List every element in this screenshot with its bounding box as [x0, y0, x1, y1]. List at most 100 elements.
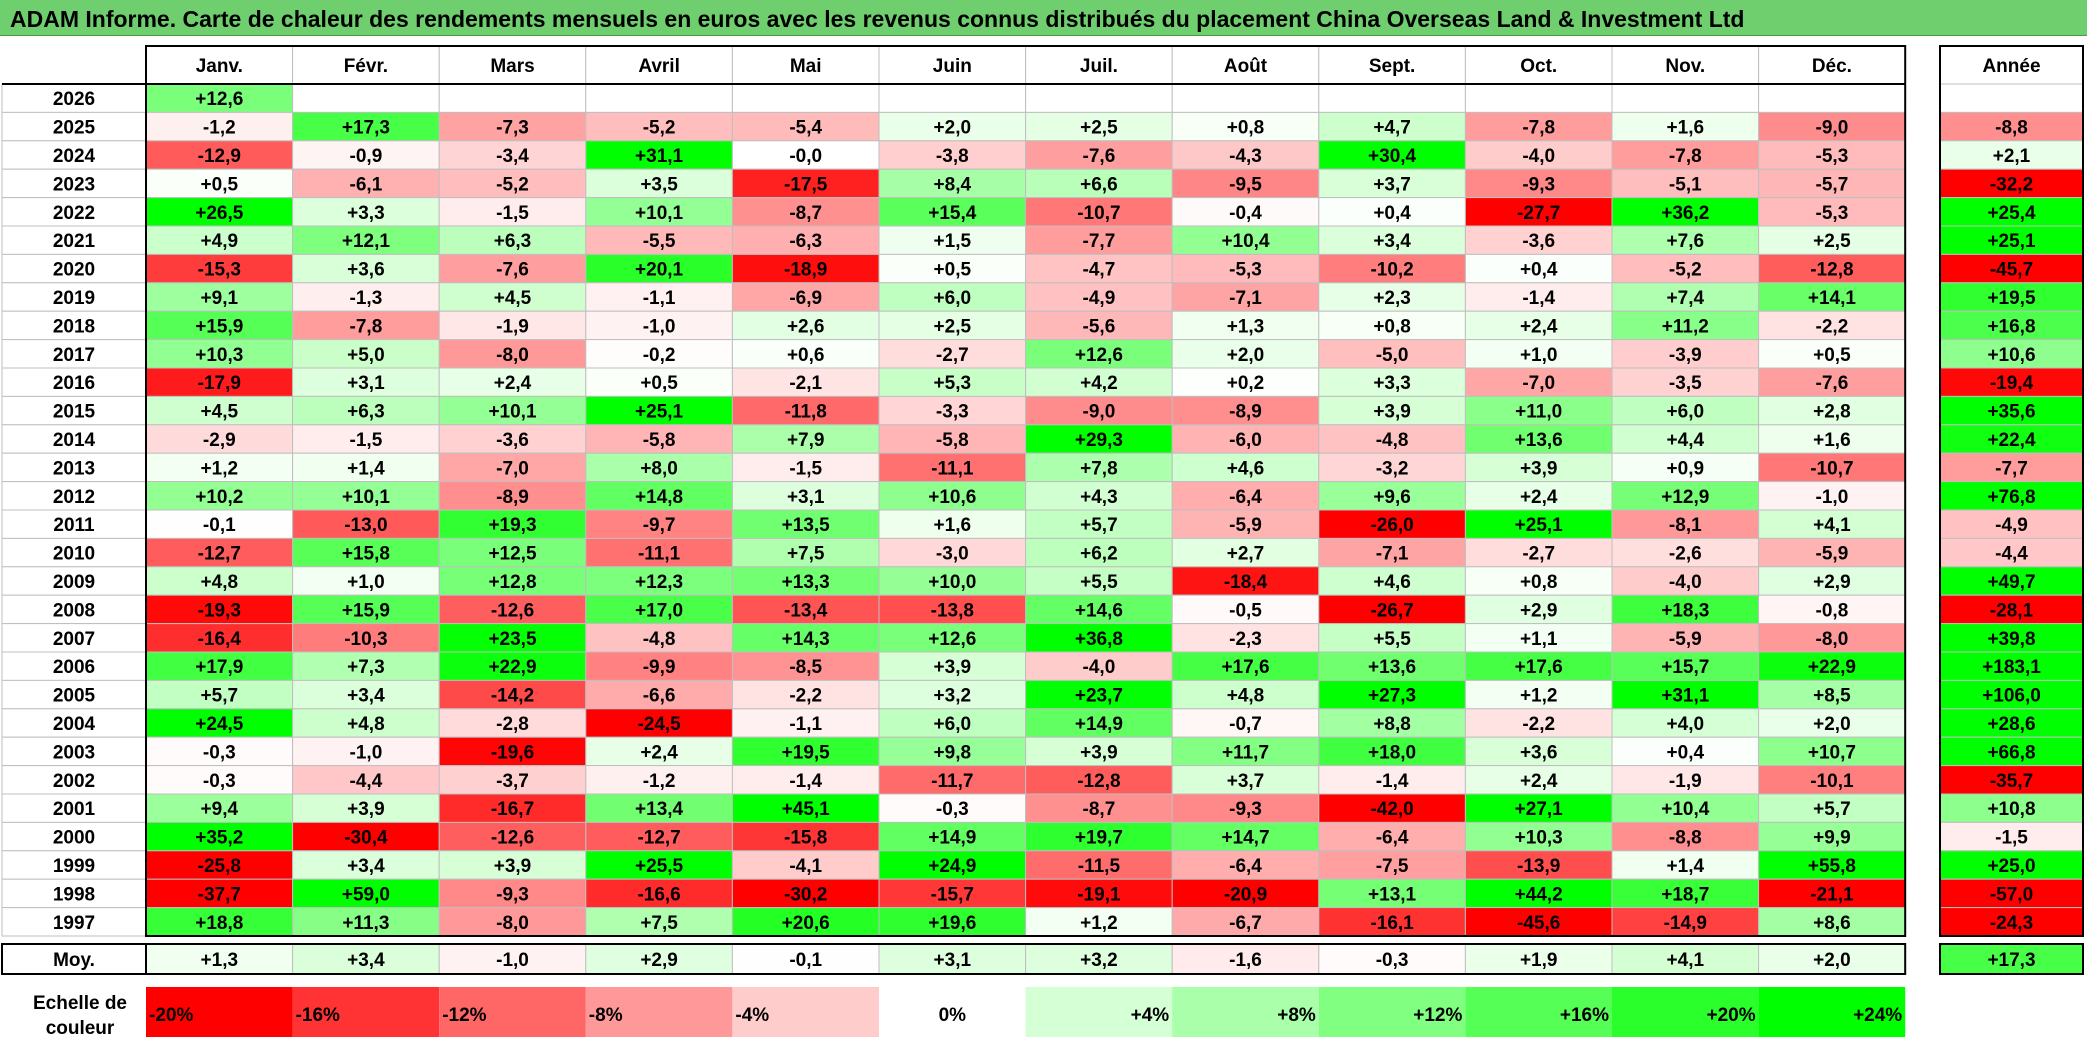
monthly-return-label: +1,2 — [201, 458, 239, 479]
monthly-return-cell — [1318, 168, 1466, 199]
color-scale-stop-label: -16% — [296, 1005, 340, 1026]
monthly-return-label: +3,6 — [347, 260, 385, 281]
monthly-return-cell — [1611, 566, 1760, 596]
monthly-return-cell — [878, 225, 1027, 255]
monthly-return-label: -19,3 — [198, 600, 241, 621]
monthly-return-cell — [878, 594, 1027, 625]
year-label: 2008 — [53, 600, 95, 621]
monthly-return-label: -5,8 — [936, 430, 969, 451]
monthly-return-label: +18,7 — [1661, 884, 1709, 905]
monthly-return-label: -5,1 — [1669, 174, 1702, 195]
monthly-return-label: +14,1 — [1808, 288, 1857, 309]
monthly-return-cell — [1758, 566, 1906, 596]
monthly-return-label: -13,9 — [1517, 856, 1560, 877]
monthly-return-label: +4,9 — [201, 231, 239, 252]
annual-return-label: +183,1 — [1982, 657, 2041, 678]
monthly-return-label: -2,8 — [496, 714, 529, 735]
monthly-return-label: -9,3 — [1229, 799, 1262, 820]
monthly-return-cell — [1318, 197, 1466, 227]
monthly-return-label: -1,5 — [789, 458, 822, 479]
monthly-return-cell — [145, 140, 294, 170]
monthly-return-cell — [438, 651, 587, 681]
monthly-return-label: +27,3 — [1368, 686, 1416, 707]
monthly-return-label: +6,0 — [1667, 402, 1705, 423]
annual-return-cell — [1939, 282, 2084, 312]
monthly-return-label: -12,6 — [491, 600, 534, 621]
color-scale-swatch — [1025, 987, 1173, 1037]
annual-return-cell — [1939, 367, 2084, 397]
monthly-return-label: -15,3 — [198, 260, 241, 281]
annual-return-cell — [1939, 907, 2084, 937]
monthly-return-label: +1,0 — [347, 572, 385, 593]
monthly-return-label: +12,6 — [1075, 345, 1123, 366]
monthly-return-label: -13,8 — [931, 600, 974, 621]
monthly-return-label: +5,0 — [347, 345, 385, 366]
monthly-return-cell — [1025, 225, 1173, 255]
month-header-label: Févr. — [344, 56, 388, 77]
monthly-return-label: +0,4 — [1520, 260, 1558, 281]
monthly-return-cell — [878, 679, 1027, 710]
monthly-return-label: -1,4 — [1522, 288, 1555, 309]
monthly-return-cell — [1464, 339, 1613, 369]
monthly-return-cell — [1611, 253, 1760, 284]
monthly-return-cell — [1318, 651, 1466, 681]
annual-return-label: +22,4 — [1987, 430, 2036, 451]
monthly-return-cell — [1464, 83, 1613, 113]
year-label: 2011 — [53, 515, 95, 536]
average-return-label: +2,9 — [640, 950, 678, 971]
monthly-return-label: -8,0 — [496, 913, 529, 934]
monthly-return-label: -5,3 — [1816, 146, 1849, 167]
monthly-return-cell — [1464, 225, 1613, 255]
monthly-return-cell — [585, 736, 733, 767]
monthly-return-label: +0,5 — [201, 174, 239, 195]
monthly-return-label: -4,9 — [1083, 288, 1116, 309]
monthly-return-label: -37,7 — [198, 884, 241, 905]
year-label: 2017 — [53, 345, 95, 366]
monthly-return-cell — [1611, 197, 1760, 227]
monthly-return-label: -5,2 — [643, 118, 676, 139]
monthly-return-label: -7,0 — [1522, 373, 1555, 394]
monthly-return-label: +4,4 — [1667, 430, 1705, 451]
monthly-return-label: +9,1 — [201, 288, 239, 309]
monthly-return-cell — [1758, 736, 1906, 767]
average-return-label: -1,0 — [496, 950, 529, 971]
monthly-return-label: -1,9 — [496, 316, 529, 337]
monthly-return-label: +8,4 — [934, 174, 972, 195]
monthly-return-label: +17,3 — [342, 118, 390, 139]
monthly-return-label: +25,1 — [635, 402, 684, 423]
monthly-return-label: +3,4 — [347, 686, 385, 707]
monthly-return-cell — [438, 83, 587, 113]
monthly-return-label: -26,0 — [1370, 515, 1413, 536]
monthly-return-label: -12,7 — [637, 828, 680, 849]
color-scale-stop-label: -8% — [589, 1005, 623, 1026]
monthly-return-label: -1,5 — [496, 203, 529, 224]
monthly-return-label: -7,7 — [1083, 231, 1116, 252]
monthly-return-label: +12,8 — [488, 572, 536, 593]
monthly-return-label: +14,6 — [1075, 600, 1123, 621]
color-scale-label-line2: couleur — [46, 1018, 115, 1037]
monthly-return-cell — [878, 878, 1027, 909]
monthly-return-cell — [1025, 907, 1173, 937]
monthly-return-cell — [292, 651, 440, 681]
monthly-return-cell — [1025, 509, 1173, 539]
monthly-return-cell — [1171, 708, 1320, 738]
monthly-return-label: -30,4 — [344, 828, 388, 849]
monthly-return-cell — [1464, 708, 1613, 738]
monthly-return-label: -3,6 — [1522, 231, 1555, 252]
monthly-return-cell — [292, 765, 440, 795]
monthly-return-label: -7,6 — [1083, 146, 1116, 167]
color-scale-swatch — [146, 987, 293, 1037]
annual-return-label: -4,4 — [1995, 544, 2028, 565]
monthly-return-label: -19,1 — [1077, 884, 1121, 905]
monthly-return-label: -9,3 — [496, 884, 529, 905]
monthly-return-label: -4,3 — [1229, 146, 1262, 167]
month-header-label: Oct. — [1520, 56, 1557, 77]
monthly-return-label: +3,1 — [347, 373, 385, 394]
monthly-return-label: +12,6 — [928, 629, 976, 650]
monthly-return-label: +3,7 — [1227, 771, 1265, 792]
year-label: 2022 — [53, 203, 95, 224]
monthly-return-cell — [1464, 623, 1613, 653]
monthly-return-cell — [145, 878, 294, 909]
monthly-return-label: -0,2 — [643, 345, 676, 366]
monthly-return-cell — [1025, 623, 1173, 653]
